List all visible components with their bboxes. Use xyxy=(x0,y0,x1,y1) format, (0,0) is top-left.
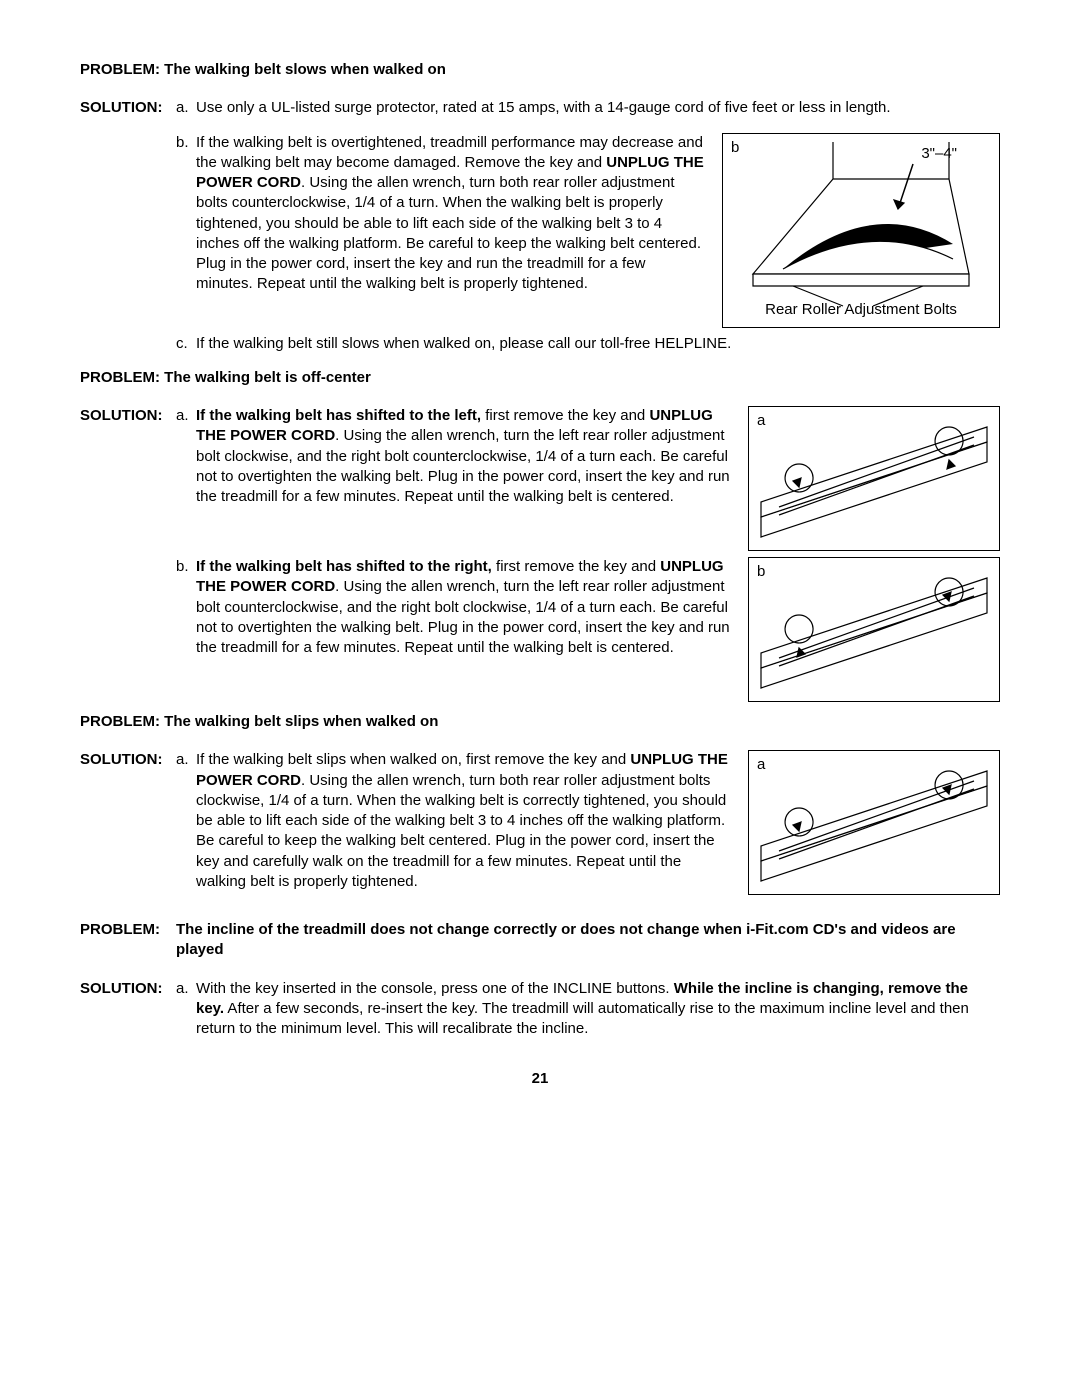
item-letter: c. xyxy=(176,334,196,354)
solution-label: SOLUTION: xyxy=(80,406,176,426)
figure-label: a xyxy=(757,755,765,775)
page-number: 21 xyxy=(80,1069,1000,1089)
item-text: Use only a UL-listed surge protector, ra… xyxy=(196,98,1000,118)
text-mid: first remove the key and xyxy=(481,407,649,424)
figure-label: b xyxy=(757,562,765,582)
solution-item: c. If the walking belt still slows when … xyxy=(80,334,1000,354)
solution-label: SOLUTION: xyxy=(80,98,176,118)
text-bold-lead: If the walking belt has shifted to the r… xyxy=(196,558,492,575)
item-text: With the key inserted in the console, pr… xyxy=(196,979,1000,1040)
item-letter: a. xyxy=(176,750,196,770)
solution-item: b. If the walking belt is overtightened,… xyxy=(80,133,704,295)
text-bold-lead: If the walking belt has shifted to the l… xyxy=(196,407,481,424)
item-letter: a. xyxy=(176,979,196,999)
text-mid: first remove the key and xyxy=(492,558,660,575)
item-text: If the walking belt still slows when wal… xyxy=(196,334,1000,354)
item-letter: a. xyxy=(176,406,196,426)
figure-shift-left: a xyxy=(748,406,1000,551)
figure-annotation: 3"–4" xyxy=(921,144,957,164)
figure-belt-lift: b 3"–4" xyxy=(722,133,1000,328)
text-pre: With the key inserted in the console, pr… xyxy=(196,980,674,997)
text-post: . Using the allen wrench, turn both rear… xyxy=(196,772,726,890)
item-text: If the walking belt has shifted to the l… xyxy=(196,406,730,507)
item-text: If the walking belt has shifted to the r… xyxy=(196,557,730,658)
solution-row: SOLUTION: a. If the walking belt slips w… xyxy=(80,750,730,892)
solution-item: b. If the walking belt has shifted to th… xyxy=(80,557,730,658)
solution-label: SOLUTION: xyxy=(80,979,176,999)
item-letter: b. xyxy=(176,133,196,153)
text-post: . Using the allen wrench, turn both rear… xyxy=(196,174,701,292)
solution-row: SOLUTION: a. Use only a UL-listed surge … xyxy=(80,98,1000,118)
problem-heading: PROBLEM: The walking belt is off-center xyxy=(80,368,1000,388)
item-text: If the walking belt is overtightened, tr… xyxy=(196,133,704,295)
figure-belt-slip: a xyxy=(748,750,1000,895)
figure-label: a xyxy=(757,411,765,431)
solution-row: SOLUTION: a. If the walking belt has shi… xyxy=(80,406,730,507)
text-pre: If the walking belt slips when walked on… xyxy=(196,751,630,768)
figure-caption: Rear Roller Adjustment Bolts xyxy=(723,300,999,320)
solution-row: SOLUTION: a. With the key inserted in th… xyxy=(80,979,1000,1040)
figure-shift-right: b xyxy=(748,557,1000,702)
problem-heading: PROBLEM: The walking belt slips when wal… xyxy=(80,712,1000,732)
solution-label: SOLUTION: xyxy=(80,750,176,770)
problem-heading: PROBLEM: The walking belt slows when wal… xyxy=(80,60,1000,80)
figure-label: b xyxy=(731,138,739,158)
item-letter: a. xyxy=(176,98,196,118)
problem-heading: PROBLEM: The incline of the treadmill do… xyxy=(80,920,1000,961)
problem-text: The incline of the treadmill does not ch… xyxy=(176,920,1000,961)
item-letter: b. xyxy=(176,557,196,577)
item-text: If the walking belt slips when walked on… xyxy=(196,750,730,892)
text-post: After a few seconds, re-insert the key. … xyxy=(196,1000,969,1037)
